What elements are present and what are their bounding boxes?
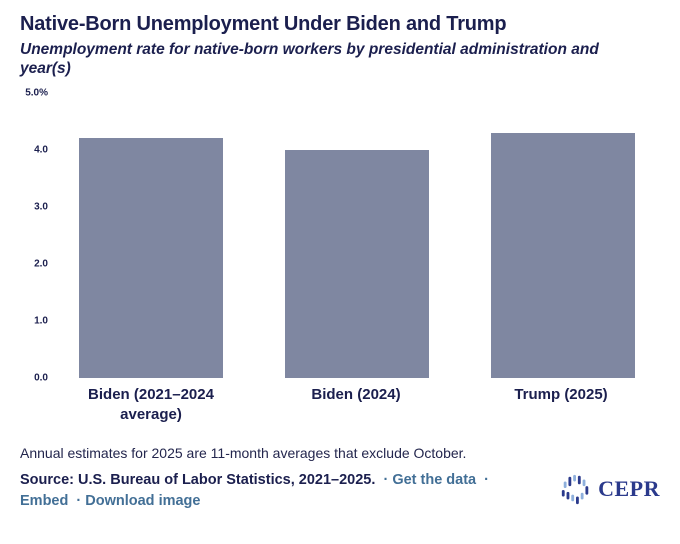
y-tick-label: 0.0 — [34, 372, 48, 384]
x-axis: Biden (2021–2024 average) Biden (2024) Tru… — [48, 385, 660, 426]
footer-link-embed[interactable]: Embed — [20, 493, 69, 510]
y-tick-label: 2.0 — [34, 258, 48, 270]
x-axis-label: Trump (2025) — [514, 385, 608, 403]
footer: Source: U.S. Bureau of Labor Statistics,… — [20, 470, 660, 512]
footer-link-get-the-data[interactable]: Get the data — [392, 472, 477, 489]
y-tick-label: 3.0 — [34, 201, 48, 213]
bars — [48, 93, 660, 378]
y-axis: 5.0% 4.0 3.0 2.0 1.0 0.0 — [20, 87, 48, 383]
link-separator: · — [68, 493, 86, 510]
plot-area — [48, 93, 660, 378]
cepr-logo-text: CEPR — [598, 476, 660, 502]
footer-link-download-image[interactable]: Download image — [85, 493, 201, 510]
link-separator: · — [375, 472, 393, 489]
x-axis-label: Biden (2021–2024 average) — [88, 385, 214, 423]
bar-2 — [285, 149, 429, 378]
y-tick-label: 1.0 — [34, 315, 48, 327]
chart-subtitle: Unemployment rate for native-born worker… — [20, 41, 599, 78]
link-separator: · — [476, 472, 489, 489]
y-tick-label: 4.0 — [34, 144, 48, 156]
cepr-logo-icon — [561, 475, 589, 505]
bar-1 — [79, 138, 223, 378]
y-tick-label: 5.0% — [25, 87, 48, 99]
source-text: Source: U.S. Bureau of Labor Statistics,… — [20, 472, 376, 489]
chart-title: Native-Born Unemployment Under Biden and… — [20, 13, 507, 35]
footer-links: · Get the data · Embed · Download image — [20, 472, 489, 509]
bar-3 — [491, 132, 635, 378]
x-axis-label: Biden (2024) — [311, 385, 401, 403]
source-line: Source: U.S. Bureau of Labor Statistics,… — [20, 470, 510, 512]
footnote: Annual estimates for 2025 are 11-month a… — [20, 445, 467, 462]
cepr-logo: CEPR — [559, 472, 660, 506]
bar-chart: 5.0% 4.0 3.0 2.0 1.0 0.0 — [20, 87, 660, 383]
